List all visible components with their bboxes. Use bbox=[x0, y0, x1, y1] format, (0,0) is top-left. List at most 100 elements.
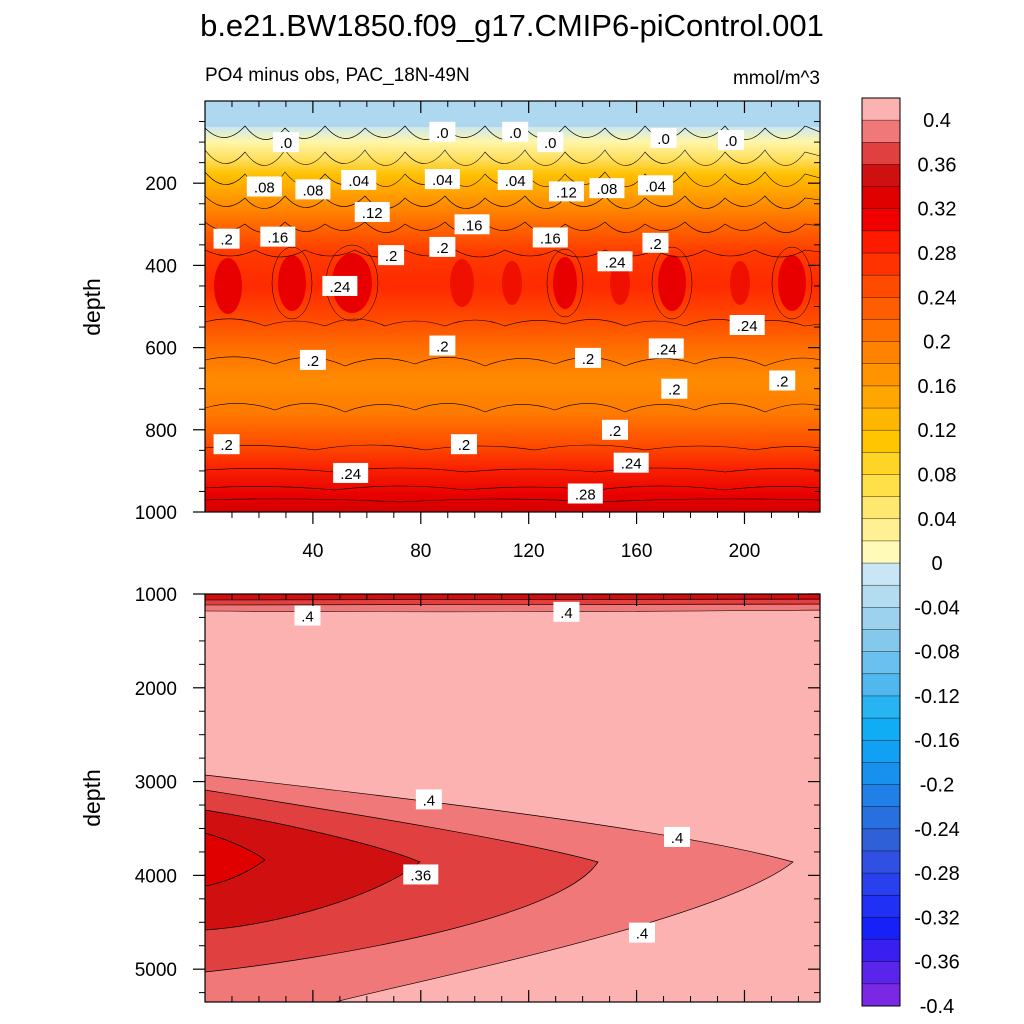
top-contour-label-text: .08 bbox=[254, 179, 275, 196]
top-contour-13 bbox=[205, 498, 820, 503]
top-contour-label-text: .24 bbox=[329, 279, 350, 296]
bottom-band-contour-3 bbox=[205, 609, 820, 613]
top-contour-11 bbox=[205, 467, 820, 473]
top-ytick-label: 200 bbox=[145, 174, 177, 195]
top-contour-label: .0 bbox=[650, 127, 677, 148]
colorbar-swatch bbox=[862, 806, 900, 830]
colorbar-swatch bbox=[862, 518, 900, 542]
colorbar-label: 0.16 bbox=[918, 376, 957, 398]
colorbar-swatch bbox=[862, 607, 900, 630]
top-contour-label: .24 bbox=[333, 462, 369, 483]
colorbar-label: -0.4 bbox=[920, 996, 954, 1018]
colorbar-label: 0.12 bbox=[918, 420, 957, 442]
top-contour-label-text: .28 bbox=[575, 487, 596, 504]
top-contour-label-box bbox=[650, 127, 677, 148]
top-subtitle-left: PO4 minus obs, PAC_18N-49N bbox=[205, 65, 470, 86]
top-contour-7 bbox=[205, 318, 820, 327]
top-contour-label-text: .04 bbox=[505, 173, 526, 190]
bottom-contour-label-box bbox=[415, 789, 442, 810]
top-contour-label: .16 bbox=[260, 226, 296, 247]
top-contour-label: .08 bbox=[246, 176, 282, 197]
colorbar-swatch bbox=[862, 540, 900, 564]
top-contour-label: .0 bbox=[272, 132, 299, 153]
top-blob-4 bbox=[450, 259, 474, 307]
top-contour-label-text: .2 bbox=[458, 437, 471, 454]
top-contour-label: .12 bbox=[548, 181, 584, 202]
bottom-contour-label-box bbox=[628, 922, 655, 943]
top-contour-label-text: .0 bbox=[725, 133, 738, 150]
top-contour-label-box bbox=[299, 349, 326, 370]
colorbar-swatch bbox=[862, 651, 900, 675]
bottom-top-band-2 bbox=[205, 600, 820, 605]
top-contour-label-text: .04 bbox=[432, 172, 453, 189]
top-blob-7 bbox=[610, 261, 630, 305]
colorbar-swatch bbox=[862, 629, 900, 652]
colorbar-label: 0.36 bbox=[918, 154, 957, 176]
top-contour-label: .2 bbox=[213, 434, 240, 455]
colorbar-label: -0.28 bbox=[914, 863, 960, 885]
top-plot-area: .0 .0 .0 .0 .0 .0 .08 .08 .04 .04 .04 .12 .08 .04 .12.… bbox=[204, 100, 821, 513]
top-contour-label: .2 bbox=[661, 378, 688, 399]
top-ytick-label: 1000 bbox=[135, 503, 177, 524]
top-contour-label-box bbox=[429, 335, 456, 356]
top-contour-6 bbox=[205, 249, 820, 258]
bottom-contour-labels: .4 .4 .4 .4 .36 .4 bbox=[294, 601, 691, 943]
top-blob-5 bbox=[502, 261, 522, 305]
top-contour-label: .12 bbox=[354, 201, 390, 222]
top-contour-label-box bbox=[717, 130, 744, 151]
top-contour-label-box bbox=[502, 121, 529, 142]
colorbar-swatch bbox=[862, 939, 900, 963]
colorbar-label: -0.36 bbox=[914, 952, 960, 974]
top-contour-2 bbox=[205, 149, 820, 166]
top-contour-label-text: .08 bbox=[302, 182, 323, 199]
top-contour-label-text: .08 bbox=[596, 181, 617, 198]
top-contour-label-box bbox=[602, 419, 628, 440]
colorbar-swatch bbox=[862, 275, 900, 298]
colorbar-label: 0.28 bbox=[918, 243, 957, 265]
colorbar-swatch bbox=[862, 297, 900, 320]
top-contour-label-box bbox=[661, 378, 688, 399]
bottom-ytick-label: 3000 bbox=[135, 773, 177, 794]
colorbar-swatch bbox=[862, 319, 900, 342]
top-contour-label: .16 bbox=[454, 214, 490, 235]
top-contour-label-box bbox=[429, 236, 456, 257]
top-contour-label-box bbox=[213, 228, 240, 249]
top-contour-label-text: .0 bbox=[436, 125, 449, 142]
top-contour-label-text: .0 bbox=[544, 135, 557, 152]
top-xtick-label: 40 bbox=[302, 541, 323, 562]
top-blob-9 bbox=[730, 261, 750, 305]
bottom-contour-label-text: .4 bbox=[636, 926, 649, 943]
top-field-fill bbox=[205, 101, 820, 512]
colorbar: 0.4 0.36 0.32 0.28 0.24 0.2 0.16 0.12 0.08 0.04 0 -… bbox=[861, 97, 960, 1018]
top-contour-label-box bbox=[454, 214, 490, 235]
top-contour-label-text: .16 bbox=[462, 217, 483, 234]
chart-title: b.e21.BW1850.f09_g17.CMIP6-piControl.001 bbox=[200, 8, 824, 43]
top-contour-label-box bbox=[589, 178, 625, 199]
bottom-contour-label-box bbox=[664, 826, 691, 847]
top-contour-label-text: .2 bbox=[776, 373, 789, 390]
colorbar-swatch bbox=[862, 673, 900, 697]
colorbar-swatch bbox=[862, 585, 900, 608]
top-contour-label: .2 bbox=[378, 245, 405, 266]
top-contour-label-box bbox=[613, 452, 649, 473]
bottom-ylabel: depth bbox=[79, 769, 105, 827]
bottom-contour-label: .4 bbox=[294, 605, 321, 626]
bottom-ytick-label: 5000 bbox=[135, 960, 177, 981]
colorbar-swatch bbox=[862, 474, 900, 497]
top-contour-label-text: .04 bbox=[348, 173, 369, 190]
bottom-contour-label: .4 bbox=[415, 789, 442, 810]
top-contour-label: .0 bbox=[429, 121, 456, 142]
top-contour-label: .2 bbox=[450, 434, 477, 455]
bottom-contour-label: .36 bbox=[403, 864, 439, 885]
top-contour-label-text: .24 bbox=[605, 254, 626, 271]
top-contour-label: .24 bbox=[322, 275, 358, 296]
top-contour-label-box bbox=[378, 245, 405, 266]
colorbar-label: 0.08 bbox=[918, 464, 957, 486]
colorbar-swatch bbox=[862, 164, 900, 187]
top-contour-label-text: .2 bbox=[220, 437, 233, 454]
colorbar-swatch bbox=[862, 563, 900, 586]
top-contour-label-box bbox=[333, 462, 369, 483]
top-contour-label: .24 bbox=[613, 452, 649, 473]
top-contour-label-text: .24 bbox=[656, 341, 677, 358]
top-contour-label: .2 bbox=[429, 236, 456, 257]
